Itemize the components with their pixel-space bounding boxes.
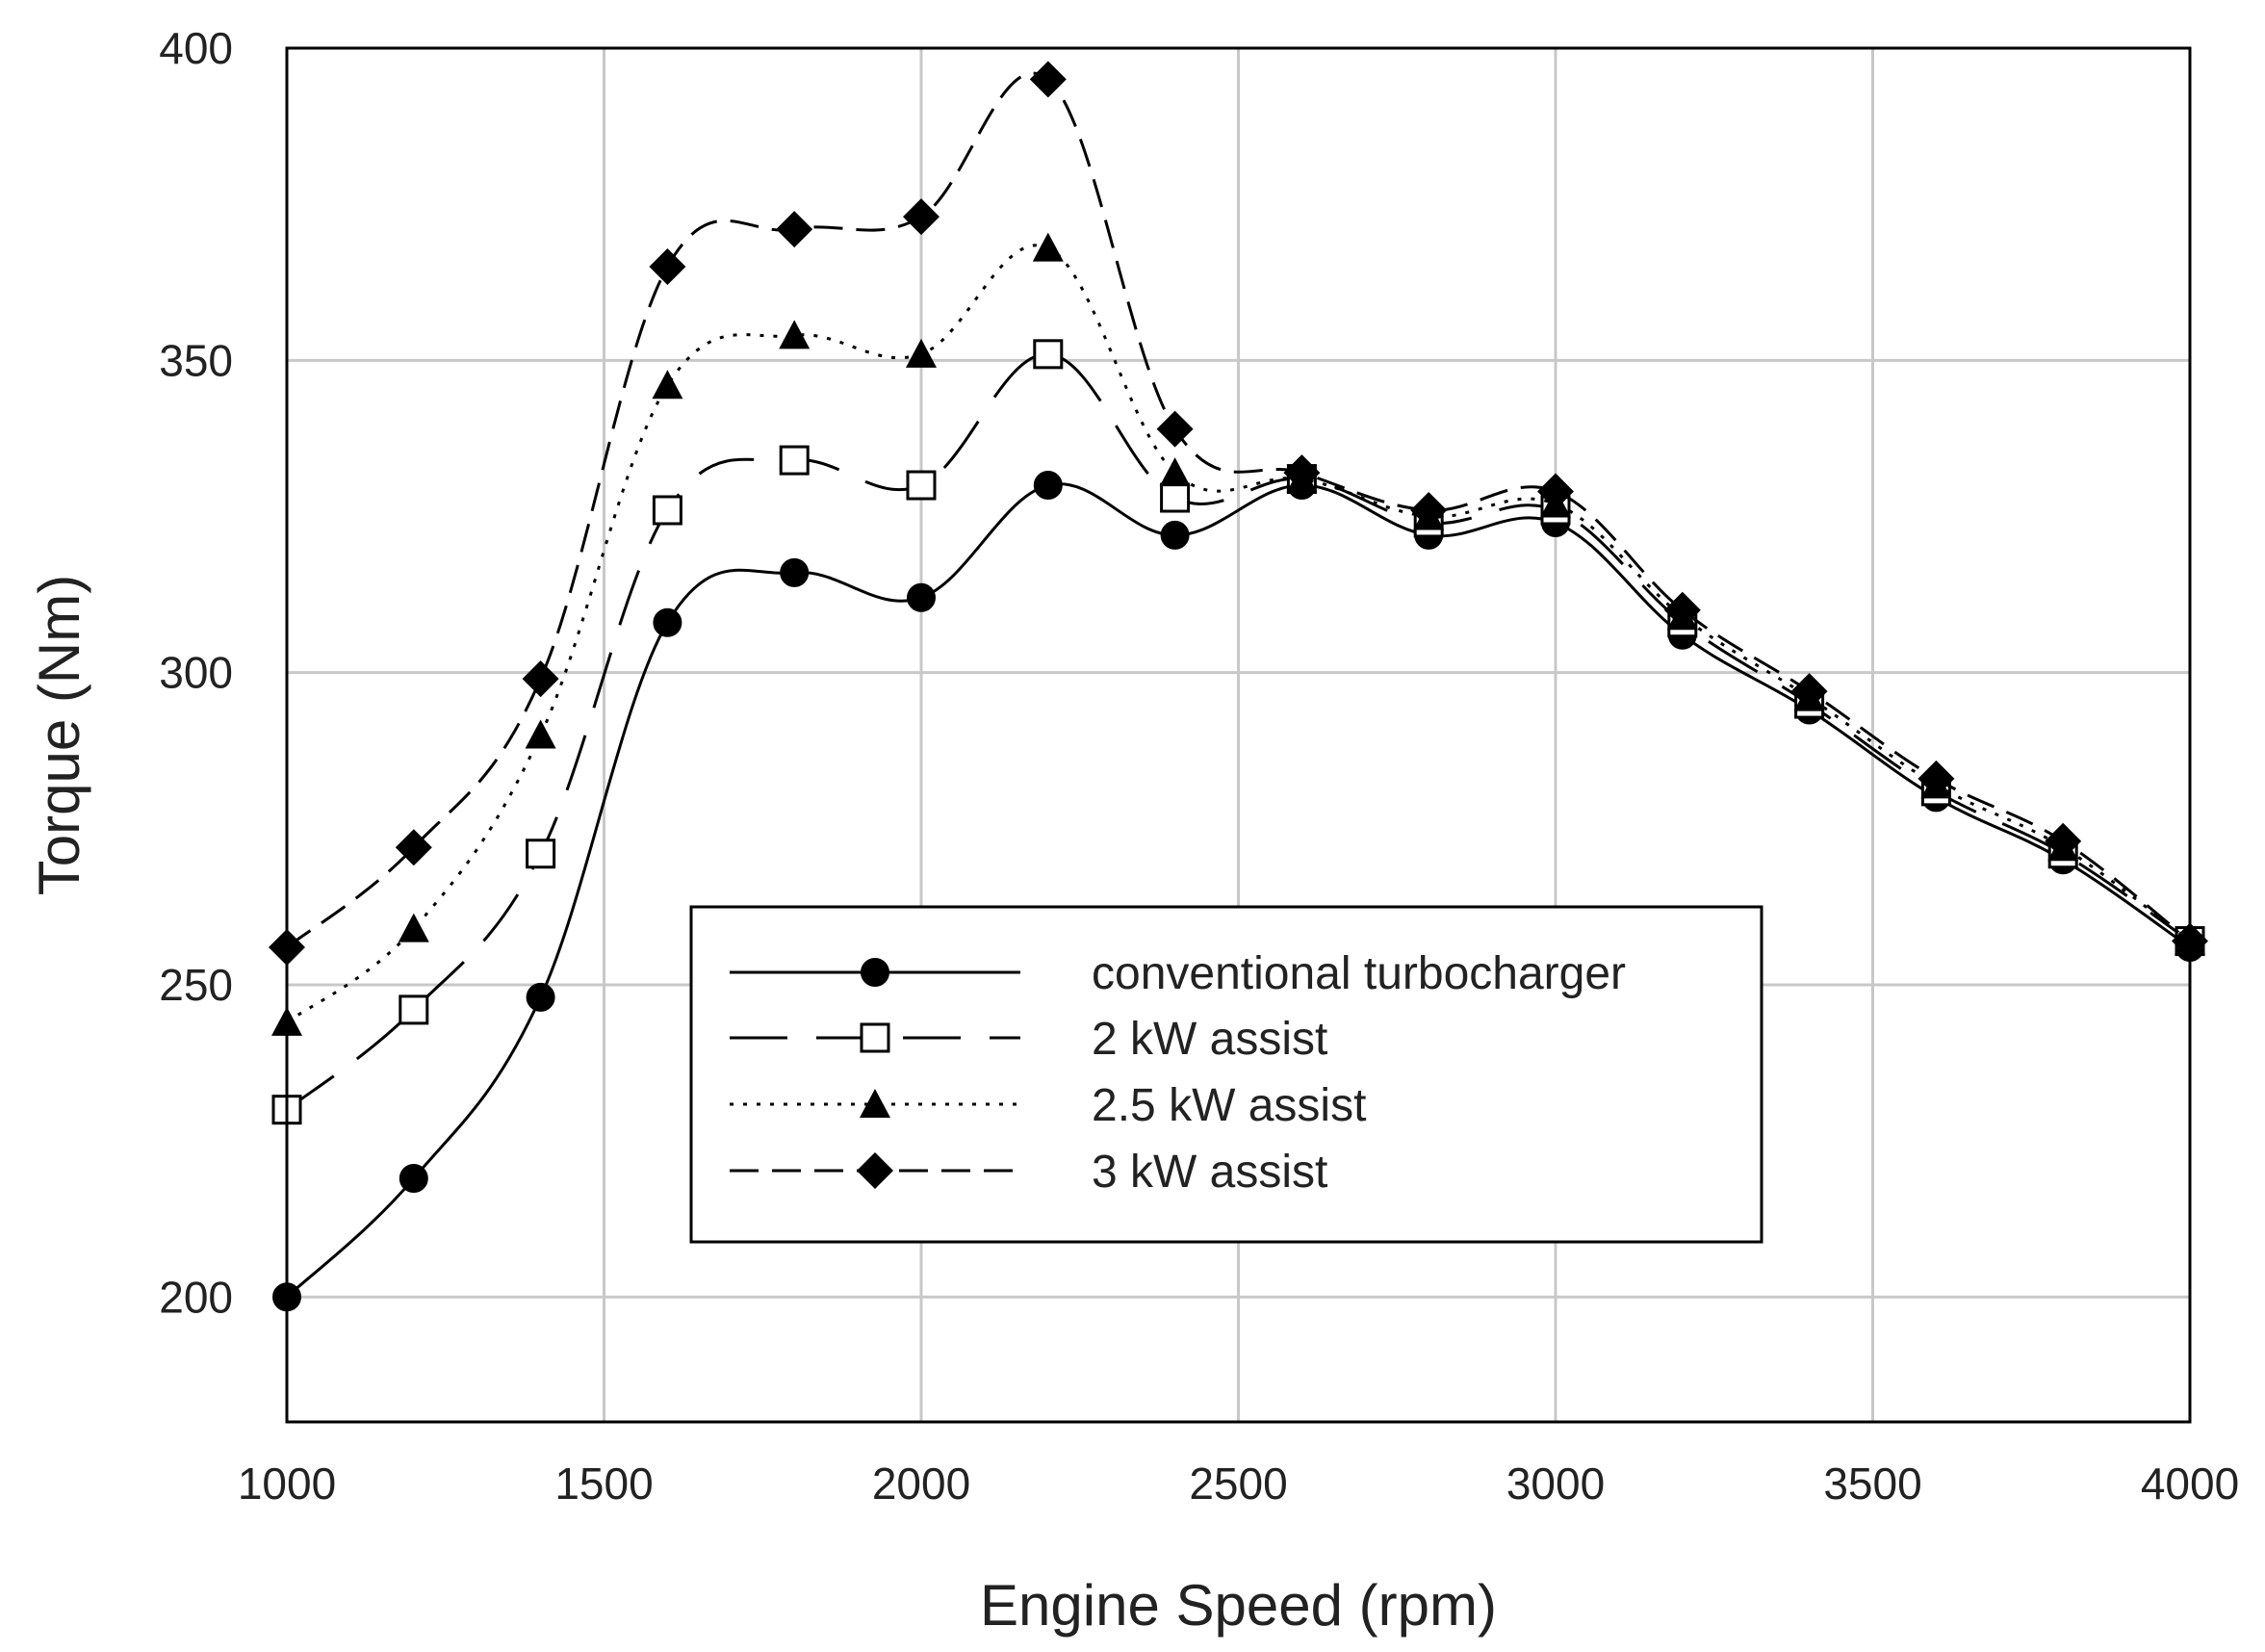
data-point bbox=[2045, 822, 2082, 860]
y-axis-title: Torque (Nm) bbox=[27, 575, 91, 895]
legend-label: 3 kW assist bbox=[1092, 1147, 1327, 1198]
x-tick-label: 4000 bbox=[2141, 1458, 2239, 1509]
series-line-2-5-kw-assist bbox=[286, 244, 2191, 1024]
data-point bbox=[1029, 61, 1067, 98]
y-tick-label: 250 bbox=[159, 960, 233, 1010]
data-point bbox=[522, 660, 559, 698]
data-point bbox=[1160, 482, 1191, 513]
legend-label: 2.5 kW assist bbox=[1092, 1080, 1366, 1131]
data-point bbox=[1537, 473, 1574, 510]
series-layer bbox=[269, 61, 2208, 1312]
legend-label: conventional turbocharger bbox=[1092, 948, 1626, 999]
legend-entry-2-kw-assist: 2 kW assist bbox=[730, 1014, 1327, 1065]
data-point bbox=[1918, 760, 1955, 797]
data-point bbox=[653, 607, 682, 637]
legend-entry-2-5-kw-assist: 2.5 kW assist bbox=[730, 1080, 1366, 1131]
x-tick-label: 3500 bbox=[1823, 1458, 1921, 1509]
data-point bbox=[395, 829, 432, 866]
data-point bbox=[1156, 410, 1194, 448]
plot-frame bbox=[285, 46, 2192, 1424]
legend-entry-conventional-turbocharger: conventional turbocharger bbox=[730, 948, 1626, 999]
x-tick-label: 1500 bbox=[554, 1458, 653, 1509]
data-point bbox=[526, 982, 555, 1012]
legend-marker bbox=[860, 1022, 890, 1053]
data-point bbox=[398, 913, 429, 942]
data-point bbox=[779, 320, 811, 349]
x-axis-title: Engine Speed (rpm) bbox=[980, 1573, 1497, 1638]
data-point bbox=[652, 495, 682, 526]
x-tick-label: 3000 bbox=[1506, 1458, 1605, 1509]
data-point bbox=[1032, 232, 1064, 262]
data-point bbox=[1790, 673, 1828, 710]
series-3-kw-assist bbox=[269, 61, 2208, 967]
legend: conventional turbocharger 2 kW assist 2.5 … bbox=[689, 905, 1763, 1244]
y-tick-label: 400 bbox=[159, 23, 233, 73]
y-tick-label: 300 bbox=[159, 648, 233, 698]
series-line-3-kw-assist bbox=[286, 71, 2191, 949]
data-point bbox=[906, 338, 937, 368]
legend-marker bbox=[857, 1152, 893, 1189]
data-point bbox=[525, 719, 556, 749]
data-point bbox=[1160, 520, 1190, 550]
data-point bbox=[907, 582, 936, 612]
data-point bbox=[399, 994, 429, 1025]
y-tick-label: 350 bbox=[159, 335, 233, 385]
x-tick-label: 2500 bbox=[1189, 1458, 1287, 1509]
x-tick-label: 2000 bbox=[872, 1458, 970, 1509]
data-point bbox=[649, 248, 686, 286]
data-point bbox=[652, 370, 683, 400]
axis-ticks: 1000 1500 2000 2500 3000 3500 4000 200 250 300 350… bbox=[159, 23, 2239, 1509]
y-tick-label: 200 bbox=[159, 1272, 233, 1322]
data-point bbox=[779, 445, 810, 476]
data-point bbox=[399, 1164, 428, 1194]
data-point bbox=[1159, 457, 1191, 487]
data-point bbox=[1663, 591, 1701, 629]
data-point bbox=[1410, 491, 1448, 529]
data-point bbox=[526, 839, 556, 869]
data-point bbox=[906, 470, 937, 501]
data-point bbox=[1283, 454, 1321, 492]
data-point bbox=[903, 198, 939, 236]
data-point bbox=[1033, 471, 1063, 501]
data-point bbox=[780, 557, 810, 587]
data-point bbox=[776, 211, 813, 248]
x-tick-label: 1000 bbox=[238, 1458, 336, 1509]
legend-entry-3-kw-assist: 3 kW assist bbox=[730, 1147, 1327, 1198]
legend-label: 2 kW assist bbox=[1092, 1014, 1327, 1065]
data-point bbox=[1033, 339, 1064, 370]
legend-box bbox=[689, 905, 1763, 1244]
legend-marker bbox=[860, 1089, 890, 1118]
legend-marker bbox=[861, 958, 889, 987]
